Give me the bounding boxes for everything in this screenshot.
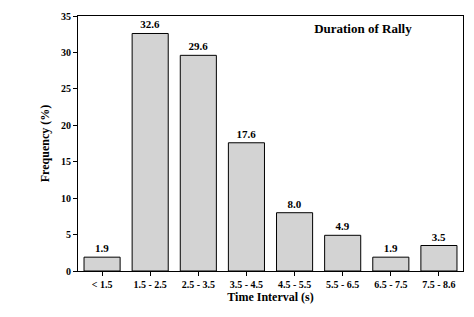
svg-text:1.5 - 2.5: 1.5 - 2.5 <box>134 279 167 290</box>
svg-text:0: 0 <box>66 266 71 277</box>
svg-text:7.5 - 8.6: 7.5 - 8.6 <box>422 279 455 290</box>
svg-text:8.0: 8.0 <box>287 198 301 210</box>
svg-text:1.9: 1.9 <box>384 242 398 254</box>
svg-text:35: 35 <box>61 11 71 22</box>
svg-text:1.9: 1.9 <box>95 242 109 254</box>
svg-text:5: 5 <box>66 229 71 240</box>
svg-text:32.6: 32.6 <box>140 18 160 30</box>
svg-text:5.5 - 6.5: 5.5 - 6.5 <box>326 279 359 290</box>
svg-text:4.5 - 5.5: 4.5 - 5.5 <box>278 279 311 290</box>
svg-text:30: 30 <box>61 47 71 58</box>
svg-text:3.5: 3.5 <box>432 231 446 243</box>
svg-text:10: 10 <box>61 193 71 204</box>
svg-text:25: 25 <box>61 83 71 94</box>
svg-text:Frequency (%): Frequency (%) <box>38 105 52 182</box>
svg-text:4.9: 4.9 <box>336 220 350 232</box>
svg-text:< 1.5: < 1.5 <box>92 279 113 290</box>
svg-text:Duration of Rally: Duration of Rally <box>314 21 412 36</box>
svg-text:2.5 - 3.5: 2.5 - 3.5 <box>182 279 215 290</box>
svg-text:29.6: 29.6 <box>188 40 208 52</box>
svg-text:3.5 - 4.5: 3.5 - 4.5 <box>230 279 263 290</box>
svg-text:6.5 - 7.5: 6.5 - 7.5 <box>374 279 407 290</box>
svg-text:20: 20 <box>61 120 71 131</box>
svg-text:15: 15 <box>61 156 71 167</box>
svg-text:17.6: 17.6 <box>237 128 257 140</box>
svg-text:Time Interval (s): Time Interval (s) <box>227 290 313 304</box>
